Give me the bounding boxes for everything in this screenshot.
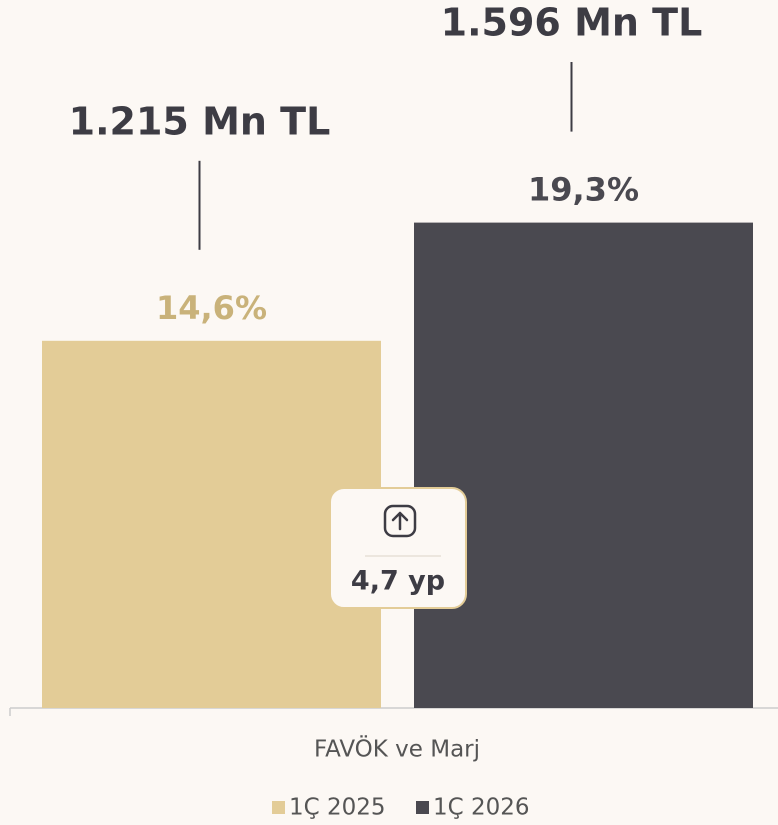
legend-swatch xyxy=(416,801,429,814)
legend-label: 1Ç 2025 xyxy=(289,795,386,821)
value-label: 19,3% xyxy=(528,171,639,209)
badge-box xyxy=(329,487,467,609)
badge-label: 4,7 yp xyxy=(351,566,445,597)
badge-icon xyxy=(383,504,417,538)
amount-label: 1.215 Mn TL xyxy=(69,99,331,143)
badge-arrow xyxy=(391,511,409,531)
bar xyxy=(414,222,753,709)
bar xyxy=(42,340,381,708)
legend-label: 1Ç 2026 xyxy=(433,795,530,821)
amount-label: 1.596 Mn TL xyxy=(441,1,703,45)
legend-swatch xyxy=(272,801,285,814)
x-tick-label: FAVÖK ve Marj xyxy=(314,735,480,763)
value-label: 14,6% xyxy=(156,289,267,327)
